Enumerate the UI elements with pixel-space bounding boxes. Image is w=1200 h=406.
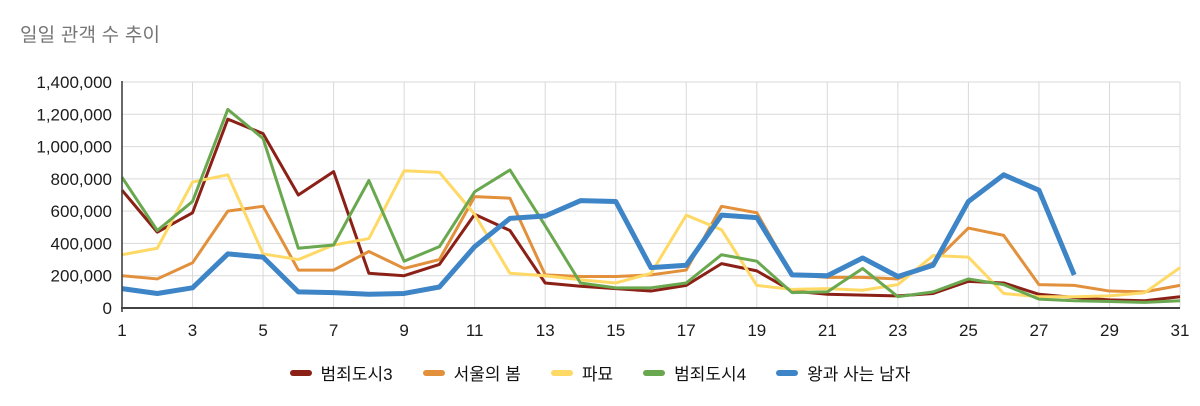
x-axis-label: 1 xyxy=(117,321,126,340)
x-axis-label: 23 xyxy=(888,321,907,340)
x-axis-label: 27 xyxy=(1029,321,1048,340)
series-line-서울의 봄 xyxy=(121,195,1181,294)
legend-label: 범죄도시4 xyxy=(674,365,747,384)
x-axis-label: 9 xyxy=(399,321,408,340)
legend-item-파묘[interactable]: 파묘 xyxy=(550,360,614,385)
y-axis-label: 400,000 xyxy=(51,234,112,253)
legend-item-왕과 사는 남자[interactable]: 왕과 사는 남자 xyxy=(776,360,910,385)
x-axis-label: 17 xyxy=(677,321,696,340)
legend-label: 범죄도시3 xyxy=(320,365,393,384)
y-axis-label: 0 xyxy=(103,299,112,318)
legend-swatch-icon xyxy=(643,369,666,376)
legend-label: 파묘 xyxy=(581,365,614,384)
legend-item-범죄도시3[interactable]: 범죄도시3 xyxy=(289,360,393,385)
line-chart: 0 200,000 400,000 600,000 800,000 1,000,000 1,… xyxy=(36,73,1190,340)
x-axis-label: 29 xyxy=(1100,321,1119,340)
legend-swatch-icon xyxy=(422,369,445,376)
chart-legend: 범죄도시3 서울의 봄 파묘 범죄도시4 왕과 사는 남자 xyxy=(0,360,1200,385)
legend-item-서울의 봄[interactable]: 서울의 봄 xyxy=(422,360,521,385)
x-axis-label: 15 xyxy=(606,321,625,340)
legend-label: 왕과 사는 남자 xyxy=(807,365,911,384)
x-axis-label: 3 xyxy=(188,321,197,340)
series-line-파묘 xyxy=(121,169,1181,299)
series-line-왕과 사는 남자 xyxy=(121,172,1077,297)
y-axis-label: 600,000 xyxy=(51,202,112,221)
y-axis-label: 200,000 xyxy=(51,267,112,286)
legend-swatch-icon xyxy=(289,369,312,376)
x-axis-label: 13 xyxy=(536,321,555,340)
x-axis-label: 25 xyxy=(959,321,978,340)
y-axis-label: 1,200,000 xyxy=(36,105,112,124)
legend-label: 서울의 봄 xyxy=(453,365,521,384)
y-axis-label: 800,000 xyxy=(51,170,112,189)
x-axis-label: 5 xyxy=(258,321,267,340)
x-axis-label: 21 xyxy=(818,321,837,340)
series-line-범죄도시3 xyxy=(120,117,1181,303)
x-axis-label: 7 xyxy=(329,321,338,340)
y-axis-label: 1,400,000 xyxy=(36,73,112,92)
x-axis-label: 11 xyxy=(466,321,484,340)
legend-item-범죄도시4[interactable]: 범죄도시4 xyxy=(643,360,746,385)
x-axis-label: 19 xyxy=(747,321,766,340)
legend-swatch-icon xyxy=(550,369,573,376)
legend-swatch-icon xyxy=(776,369,799,376)
x-axis-label: 31 xyxy=(1171,321,1190,340)
chart-title: 일일 관객 수 추이 xyxy=(20,25,161,46)
y-axis-label: 1,000,000 xyxy=(36,138,112,157)
series-line-범죄도시4 xyxy=(120,107,1181,304)
